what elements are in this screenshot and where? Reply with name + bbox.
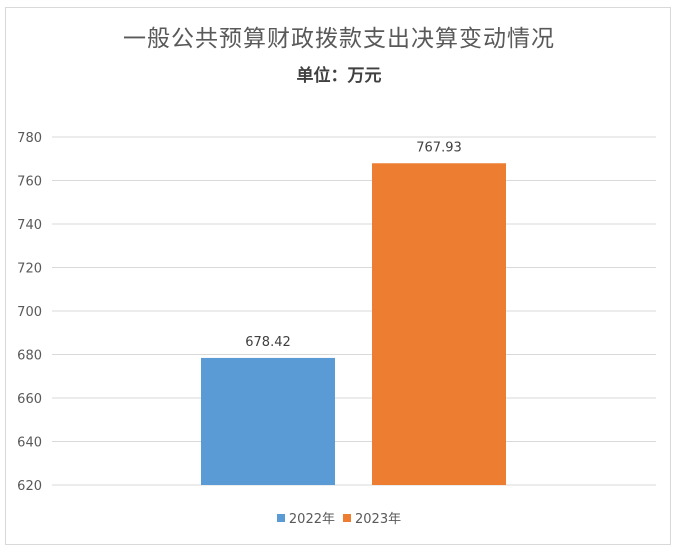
y-tick-label: 720 — [17, 262, 42, 277]
y-tick-label: 760 — [17, 175, 42, 190]
y-tick-label: 640 — [17, 436, 42, 451]
y-tick-label: 680 — [17, 349, 42, 364]
y-tick-label: 740 — [17, 218, 42, 233]
data-label: 678.42 — [245, 335, 291, 350]
legend-swatch — [343, 513, 351, 522]
bar-2022年 — [201, 357, 335, 485]
chart-title: 一般公共预算财政拨款支出决算变动情况 — [123, 26, 555, 52]
legend-swatch — [276, 513, 285, 522]
y-tick-label: 620 — [17, 479, 42, 494]
legend-label: 2023年 — [355, 512, 402, 527]
legend-item: 2023年 — [343, 508, 401, 527]
data-label: 767.93 — [416, 140, 462, 155]
y-tick-label: 780 — [17, 131, 42, 146]
bar-2023年 — [372, 163, 506, 485]
y-tick-label: 700 — [17, 305, 42, 320]
legend-item: 2022年 — [276, 508, 335, 527]
chart-frame — [5, 7, 671, 545]
chart-subtitle: 单位：万元 — [296, 66, 382, 86]
legend-label: 2022年 — [288, 512, 335, 527]
y-tick-label: 660 — [17, 392, 42, 407]
chart-legend: 2022年 2023年 — [0, 508, 678, 527]
